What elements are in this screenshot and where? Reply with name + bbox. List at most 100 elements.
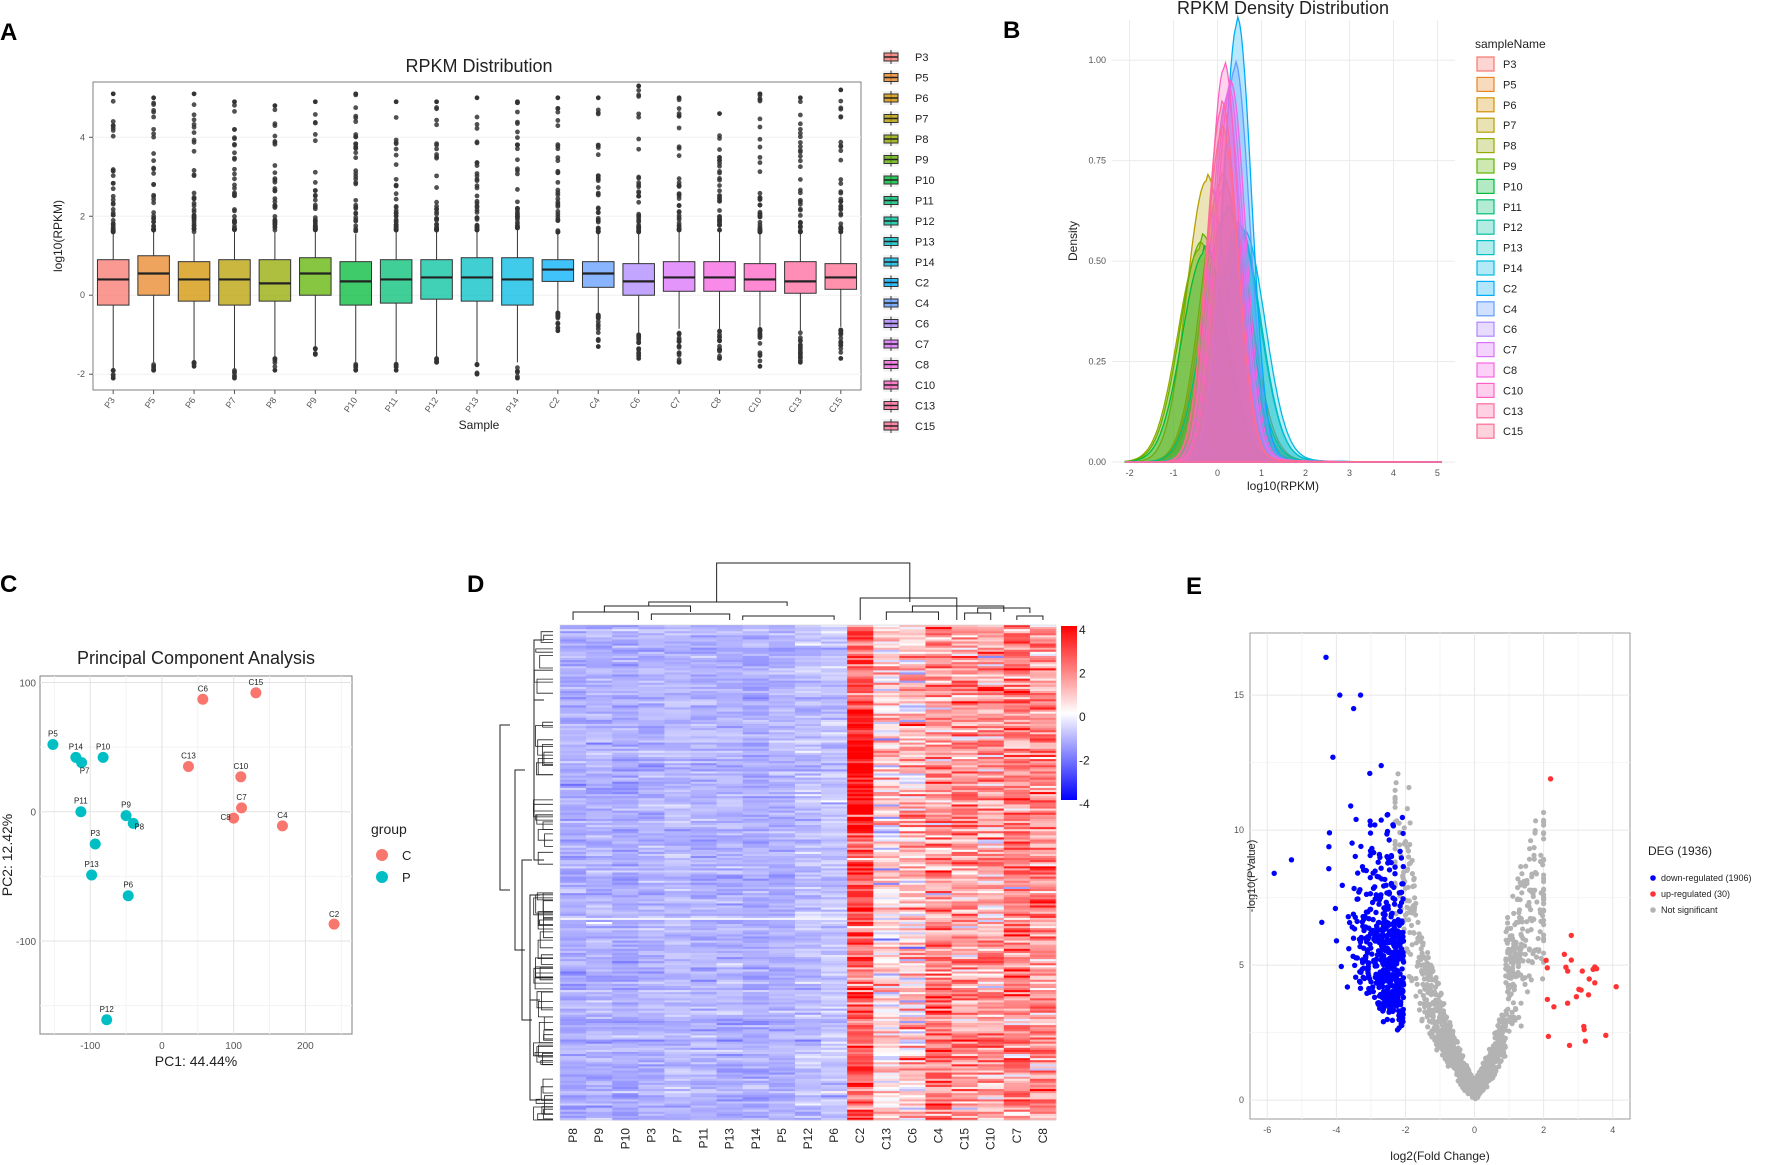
panel-a-outlier [676, 220, 682, 226]
heatmap-cell [768, 847, 796, 851]
heatmap-cell [1029, 631, 1057, 634]
panel-a-outlier [110, 173, 116, 179]
heatmap-cell [742, 754, 770, 758]
heatmap-cell [821, 668, 848, 671]
heatmap-cell [794, 975, 822, 979]
heatmap-cell [664, 860, 691, 863]
heatmap-cell [794, 728, 822, 731]
heatmap-cell [821, 707, 848, 710]
heatmap-cell [716, 907, 744, 911]
heatmap-cell [638, 713, 665, 717]
heatmap-cell [690, 757, 718, 760]
heatmap-cell [847, 882, 874, 886]
heatmap-cell [612, 996, 639, 999]
heatmap-cell [794, 917, 822, 921]
heatmap-cell [690, 971, 718, 974]
heatmap-cell [768, 717, 796, 721]
heatmap-cell [794, 847, 822, 851]
heatmap-cell [847, 808, 874, 812]
heatmap-cell [742, 678, 770, 682]
heatmap-cell [821, 1023, 848, 1026]
heatmap-cell [821, 662, 848, 665]
heatmap-cell [847, 915, 874, 919]
heatmap-cell [638, 697, 665, 700]
heatmap-cell [899, 810, 926, 814]
heatmap-cell [612, 633, 639, 636]
heatmap-cell [586, 893, 613, 896]
heatmap-cell [768, 713, 796, 717]
panel-a-outlier [757, 190, 763, 196]
panel-a-outlier [636, 111, 642, 117]
heatmap-cell [977, 818, 1005, 822]
heatmap-cell [821, 785, 848, 789]
heatmap-cell [847, 790, 874, 793]
heatmap-cell [1003, 996, 1031, 999]
heatmap-cell [899, 992, 926, 995]
heatmap-cell [925, 915, 952, 919]
heatmap-cell [899, 876, 926, 880]
heatmap-cell [664, 843, 691, 847]
heatmap-cell [873, 800, 900, 803]
panel-a-outlier [676, 225, 682, 231]
heatmap-cell [821, 660, 848, 663]
heatmap-cell [1029, 771, 1057, 774]
heatmap-cell [560, 903, 587, 906]
heatmap-cell [716, 773, 744, 776]
heatmap-cell [899, 676, 926, 680]
heatmap-cell [1029, 711, 1057, 715]
heatmap-cell [847, 981, 874, 985]
heatmap-cell [716, 938, 744, 941]
heatmap-cell [586, 837, 613, 840]
heatmap-cell [794, 1006, 822, 1010]
panel-b-x-tick-label: 2 [1303, 468, 1308, 478]
heatmap-cell [977, 658, 1005, 661]
heatmap-cell [794, 697, 822, 700]
heatmap-cell [690, 940, 718, 944]
heatmap-cell [977, 655, 1005, 659]
heatmap-cell [612, 750, 639, 754]
heatmap-cell [821, 994, 848, 997]
heatmap-cell [1003, 664, 1031, 667]
panel-c-point-label: P3 [90, 829, 100, 838]
panel-a-outlier [797, 121, 803, 127]
heatmap-cell [977, 843, 1005, 847]
heatmap-cell [977, 1006, 1005, 1010]
heatmap-cell [847, 658, 874, 661]
heatmap-cell [664, 670, 691, 673]
heatmap-cell [586, 625, 613, 628]
heatmap-cell [899, 750, 926, 754]
heatmap-cell [951, 866, 979, 869]
heatmap-cell [716, 866, 744, 869]
heatmap-cell [977, 670, 1005, 673]
heatmap-cell [768, 672, 796, 675]
heatmap-cell [1003, 952, 1031, 956]
heatmap-cell [951, 973, 979, 977]
heatmap-cell [612, 1008, 639, 1012]
panel-b-legend-label: P8 [1503, 141, 1516, 153]
heatmap-cell [1003, 680, 1031, 684]
heatmap-cell [1029, 674, 1057, 677]
heatmap-cell [690, 841, 718, 845]
panel-a-outlier [474, 171, 480, 176]
heatmap-cell [821, 882, 848, 886]
heatmap-cell [847, 1027, 874, 1030]
heatmap-cell [1003, 847, 1031, 851]
heatmap-cell [690, 744, 718, 748]
heatmap-cell [794, 627, 822, 630]
heatmap-cell [899, 695, 926, 698]
heatmap-cell [951, 1010, 979, 1014]
heatmap-cell [977, 781, 1005, 785]
panel-a-outlier [757, 358, 763, 364]
heatmap-cell [768, 664, 796, 667]
heatmap-cell [977, 672, 1005, 675]
heatmap-cell [742, 913, 770, 917]
heatmap-cell [742, 666, 770, 669]
heatmap-cell [742, 851, 770, 855]
heatmap-cell [690, 928, 718, 931]
panel-a-outlier [393, 196, 399, 202]
heatmap-cell [742, 891, 770, 894]
heatmap-cell [612, 979, 639, 983]
heatmap-cell [560, 843, 587, 847]
heatmap-cell [977, 841, 1005, 845]
heatmap-cell [768, 866, 796, 869]
